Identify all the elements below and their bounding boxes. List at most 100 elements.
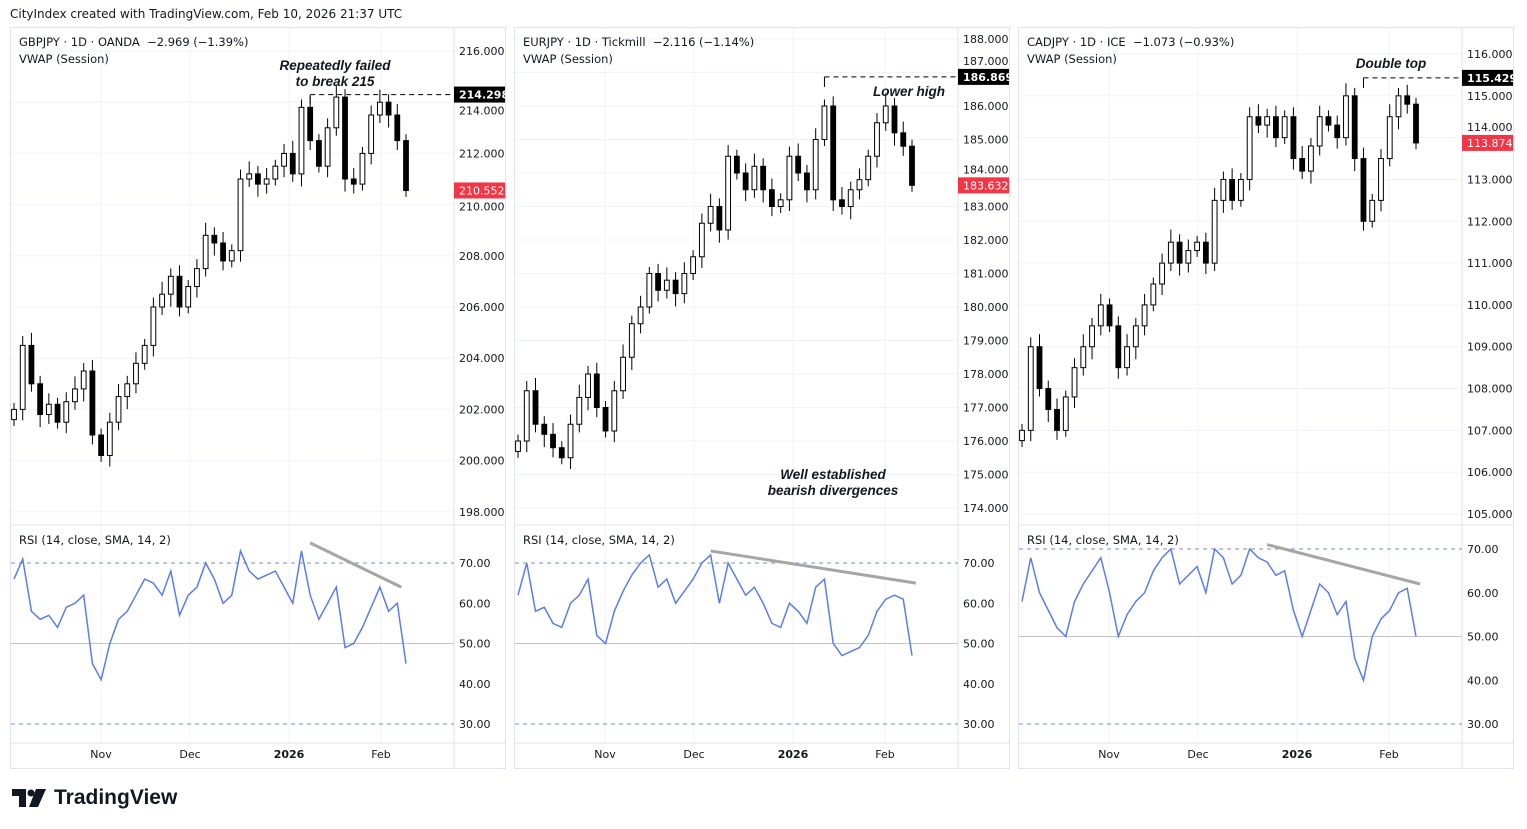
indicator-label[interactable]: VWAP (Session) <box>523 52 613 66</box>
annotation: Repeatedly failed to break 215 <box>279 58 391 89</box>
candle <box>760 158 767 203</box>
candle-body <box>523 390 530 442</box>
rsi-label[interactable]: RSI (14, close, SMA, 14, 2) <box>19 533 171 547</box>
tradingview-logo[interactable]: TradingView <box>12 786 177 810</box>
price-tick-label: 204.000 <box>459 352 505 365</box>
candle-body <box>376 101 383 116</box>
candle-body <box>1308 145 1314 172</box>
candle-body <box>742 172 749 191</box>
candle-body <box>89 370 96 436</box>
candle-body <box>1071 367 1078 398</box>
price-tick-label: 114.000 <box>1467 121 1513 134</box>
candle-body <box>54 403 61 423</box>
rsi-label[interactable]: RSI (14, close, SMA, 14, 2) <box>1027 533 1179 547</box>
candle <box>1308 138 1314 184</box>
candle <box>821 99 828 147</box>
price-tick-label: 212.000 <box>459 147 505 160</box>
candle-body <box>891 105 898 134</box>
symbol-header[interactable]: EURJPY · 1D · Tickmill −2.116 (−1.14%) <box>523 35 755 49</box>
candle <box>376 89 383 123</box>
price-tick-label: 115.000 <box>1467 90 1513 103</box>
candle <box>194 259 200 298</box>
chart-panel-gbpjpy[interactable]: 216.000 214.000 212.000 210.000 208.000 206.0… <box>10 27 506 769</box>
chart-panel-eurjpy[interactable]: 188.000 187.000 186.000 185.000 184.000 183.0… <box>514 27 1010 769</box>
candle-body <box>769 189 775 207</box>
candle-body <box>681 273 688 295</box>
candle-body <box>1159 262 1165 285</box>
level-badge <box>958 68 1009 85</box>
time-tick-label: 2026 <box>778 748 809 761</box>
time-tick-label: 2026 <box>274 748 305 761</box>
candle-body <box>1089 325 1095 348</box>
candle-body <box>909 145 915 186</box>
candle <box>1176 234 1183 276</box>
candle-body <box>1176 241 1183 264</box>
candle-body <box>663 279 670 291</box>
price-tick-label: 198.000 <box>459 506 505 519</box>
candle-body <box>1351 95 1358 160</box>
price-tick-label: 214.000 <box>459 105 505 118</box>
candle <box>891 97 898 146</box>
candle-body <box>98 434 105 456</box>
candle <box>1404 84 1411 114</box>
candle-body <box>194 268 200 288</box>
candle-body <box>900 132 907 147</box>
candle <box>1316 105 1323 156</box>
candle <box>150 297 157 357</box>
rsi-label[interactable]: RSI (14, close, SMA, 14, 2) <box>523 533 675 547</box>
candle <box>909 139 915 192</box>
candle-body <box>567 423 574 459</box>
candle-body <box>1097 304 1104 327</box>
candle <box>54 397 61 429</box>
annotation: Double top <box>1355 56 1427 71</box>
candle-body <box>1237 178 1244 201</box>
symbol-header[interactable]: GBPJPY · 1D · OANDA −2.969 (−1.39%) <box>19 35 249 49</box>
indicator-label[interactable]: VWAP (Session) <box>19 52 109 66</box>
candle <box>839 187 845 215</box>
candle-body <box>211 234 218 244</box>
chart-canvas[interactable]: 216.000 214.000 212.000 210.000 208.000 206.0… <box>11 28 505 768</box>
chart-canvas[interactable]: 188.000 187.000 186.000 185.000 184.000 183.0… <box>515 28 1009 768</box>
last-price-badge-text: 183.632 <box>963 179 1009 192</box>
rsi-tick-label: 60.00 <box>963 597 995 610</box>
price-tick-label: 186.000 <box>963 100 1009 113</box>
chart-panel-cadjpy[interactable]: 116.000 115.000 114.000 113.000 112.000 111.0… <box>1018 27 1514 769</box>
last-price-badge <box>1462 134 1513 151</box>
candle <box>567 414 574 469</box>
candle-body <box>716 206 723 231</box>
price-tick-label: 183.000 <box>963 201 1009 214</box>
candle <box>185 280 192 314</box>
symbol-header[interactable]: CADJPY · 1D · ICE −1.073 (−0.93%) <box>1027 35 1235 49</box>
candle <box>359 147 366 191</box>
price-tick-label: 182.000 <box>963 234 1009 247</box>
candle-body <box>167 275 174 295</box>
candle-body <box>1290 116 1297 160</box>
level-badge-text: 214.298 <box>459 89 505 102</box>
candle <box>133 352 139 394</box>
candle-body <box>11 408 17 421</box>
indicator-label[interactable]: VWAP (Session) <box>1027 52 1117 66</box>
candle <box>1220 171 1227 213</box>
candle <box>733 149 740 180</box>
candle <box>1062 390 1069 437</box>
candle-body <box>558 447 565 459</box>
candle-body <box>786 155 793 201</box>
candle-body <box>576 396 583 425</box>
candle-body <box>637 306 644 325</box>
candle-body <box>324 127 331 167</box>
candle <box>1071 358 1078 408</box>
candle-body <box>368 114 375 154</box>
candle <box>1378 149 1384 212</box>
chart-canvas[interactable]: 116.000 115.000 114.000 113.000 112.000 111.0… <box>1019 28 1513 768</box>
candle-body <box>839 199 845 208</box>
price-tick-label: 188.000 <box>963 33 1009 46</box>
candle <box>523 381 530 453</box>
candle-body <box>585 373 591 398</box>
candle-body <box>1343 95 1349 139</box>
candle <box>307 96 314 151</box>
candle-body <box>1211 199 1218 264</box>
candle-body <box>333 96 340 129</box>
candle <box>847 181 854 220</box>
price-tick-label: 106.000 <box>1467 466 1513 479</box>
candle-body <box>1202 241 1209 264</box>
